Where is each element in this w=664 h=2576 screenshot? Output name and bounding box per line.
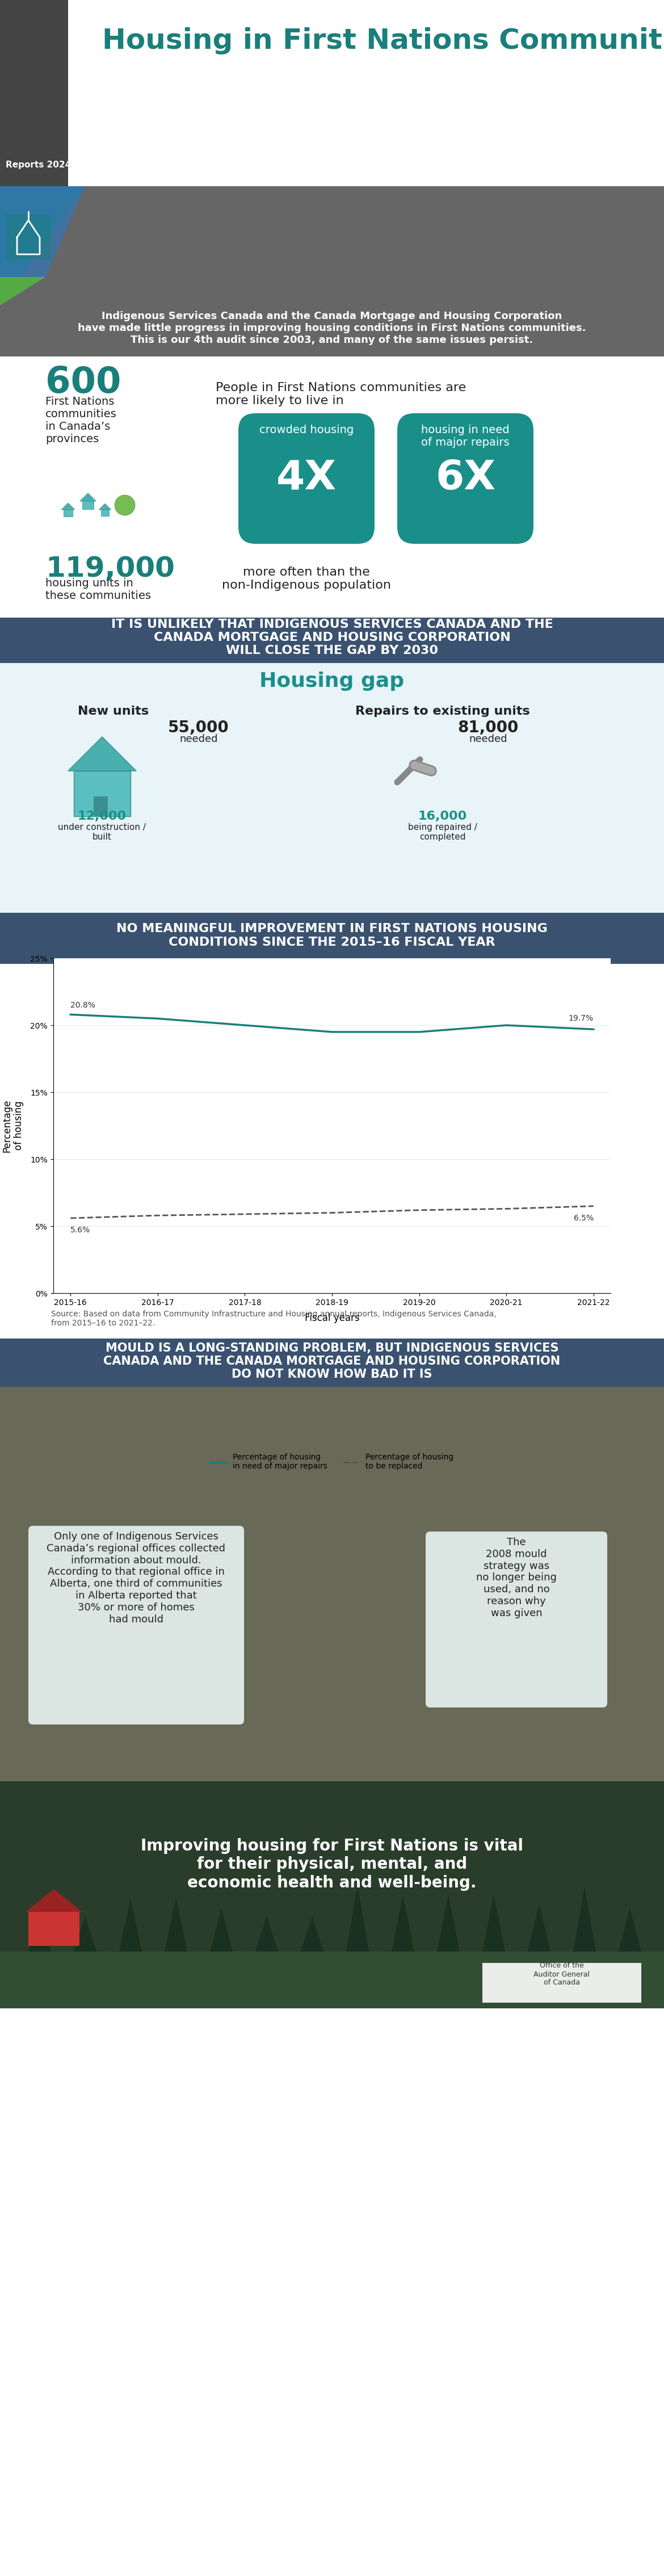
Polygon shape [29, 1911, 51, 1953]
FancyBboxPatch shape [29, 1525, 244, 1723]
Bar [0, 0, 664, 90]
Text: NO MEANINGFUL IMPROVEMENT IN FIRST NATIONS HOUSING
CONDITIONS SINCE THE 2015–16 : NO MEANINGFUL IMPROVEMENT IN FIRST NATIO… [116, 922, 548, 948]
Polygon shape [0, 278, 45, 307]
Bar [82, 502, 94, 510]
Polygon shape [392, 1886, 414, 1953]
Bar [0, 1386, 664, 1780]
FancyBboxPatch shape [397, 412, 533, 544]
Text: 81,000: 81,000 [457, 719, 519, 737]
Text: IT IS UNLIKELY THAT INDIGENOUS SERVICES CANADA AND THE
CANADA MORTGAGE AND HOUSI: IT IS UNLIKELY THAT INDIGENOUS SERVICES … [111, 618, 553, 657]
Text: Indigenous Services Canada and the Canada Mortgage and Housing Corporation
have : Indigenous Services Canada and the Canad… [78, 312, 586, 345]
Text: 16,000: 16,000 [418, 811, 467, 822]
Polygon shape [80, 492, 96, 502]
Polygon shape [25, 1888, 82, 1911]
Bar [0, 185, 664, 307]
Text: needed: needed [469, 734, 507, 744]
Polygon shape [482, 1891, 505, 1953]
Bar [101, 510, 109, 515]
Text: MOULD IS A LONG-STANDING PROBLEM, BUT INDIGENOUS SERVICES
CANADA AND THE CANADA : MOULD IS A LONG-STANDING PROBLEM, BUT IN… [104, 1342, 560, 1381]
Polygon shape [256, 1896, 278, 1953]
Bar [0, 0, 68, 191]
Text: 119,000: 119,000 [45, 556, 175, 582]
Text: Office of the
Auditor General
of Canada: Office of the Auditor General of Canada [534, 1963, 590, 1986]
Polygon shape [99, 505, 111, 510]
Bar [74, 770, 131, 817]
Legend: Percentage of housing
in need of major repairs, Percentage of housing
to be repl: Percentage of housing in need of major r… [208, 1450, 456, 1473]
Text: 6X: 6X [436, 459, 495, 497]
Bar [0, 662, 664, 912]
Text: Improving housing for First Nations is vital
for their physical, mental, and
eco: Improving housing for First Nations is v… [141, 1839, 523, 1891]
Text: 19.7%: 19.7% [568, 1015, 594, 1023]
Bar [0, 618, 664, 662]
Text: 6.5%: 6.5% [574, 1213, 594, 1221]
Text: 4X: 4X [276, 459, 337, 497]
Y-axis label: Percentage
of housing: Percentage of housing [2, 1100, 24, 1151]
Text: housing in need
of major repairs: housing in need of major repairs [421, 425, 509, 448]
Polygon shape [74, 1888, 96, 1953]
Bar [6, 214, 51, 260]
Polygon shape [210, 1899, 232, 1953]
Text: Housing gap: Housing gap [260, 672, 404, 690]
Bar [0, 355, 664, 618]
Bar [0, 963, 664, 1340]
Polygon shape [346, 1909, 369, 1953]
Text: New units: New units [78, 706, 149, 716]
Polygon shape [0, 185, 85, 278]
Bar [0, 185, 664, 307]
Text: 5.6%: 5.6% [70, 1226, 90, 1234]
Text: Repairs to existing units: Repairs to existing units [355, 706, 530, 716]
Polygon shape [528, 1917, 550, 1953]
Bar [482, 1963, 641, 2002]
Text: Reports 2024: Reports 2024 [6, 160, 71, 170]
Bar [64, 510, 72, 518]
Text: People in First Nations communities are
more likely to live in: People in First Nations communities are … [216, 381, 466, 407]
Polygon shape [437, 1888, 459, 1953]
Text: needed: needed [179, 734, 218, 744]
Bar [0, 307, 664, 355]
Text: more often than the
non-Indigenous population: more often than the non-Indigenous popul… [222, 567, 391, 590]
Text: crowded housing: crowded housing [259, 425, 354, 435]
Text: 12,000: 12,000 [78, 811, 127, 822]
Polygon shape [119, 1901, 142, 1953]
Polygon shape [619, 1904, 641, 1953]
Bar [94, 796, 108, 817]
Text: Housing in First Nations Communities: Housing in First Nations Communities [102, 28, 664, 54]
FancyBboxPatch shape [29, 1911, 80, 1945]
Text: 600: 600 [45, 366, 121, 399]
Polygon shape [573, 1901, 596, 1953]
Text: 55,000: 55,000 [168, 719, 229, 737]
Text: being repaired /
completed: being repaired / completed [408, 824, 477, 842]
Text: First Nations
communities
in Canada’s
provinces: First Nations communities in Canada’s pr… [45, 397, 117, 446]
Text: housing units in
these communities: housing units in these communities [45, 577, 151, 600]
Bar [0, 1386, 664, 1780]
Text: Source: Based on data from Community Infrastructure and Housing annual reports, : Source: Based on data from Community Inf… [51, 1311, 497, 1327]
Circle shape [115, 495, 135, 515]
FancyBboxPatch shape [238, 412, 374, 544]
Bar [0, 1780, 664, 2009]
Text: under construction /
built: under construction / built [58, 824, 146, 842]
Bar [0, 1340, 664, 1386]
Polygon shape [61, 502, 75, 510]
Text: 20.8%: 20.8% [70, 1002, 96, 1010]
FancyBboxPatch shape [426, 1533, 608, 1708]
Text: The
2008 mould
strategy was
no longer being
used, and no
reason why
was given: The 2008 mould strategy was no longer be… [476, 1538, 556, 1618]
X-axis label: Fiscal years: Fiscal years [305, 1314, 359, 1324]
Text: Only one of Indigenous Services
Canada’s regional offices collected
information : Only one of Indigenous Services Canada’s… [47, 1533, 226, 1625]
Polygon shape [301, 1906, 323, 1953]
Polygon shape [0, 185, 85, 307]
Bar [0, 1953, 664, 2009]
Polygon shape [68, 737, 136, 770]
Bar [0, 912, 664, 963]
Polygon shape [165, 1891, 187, 1953]
